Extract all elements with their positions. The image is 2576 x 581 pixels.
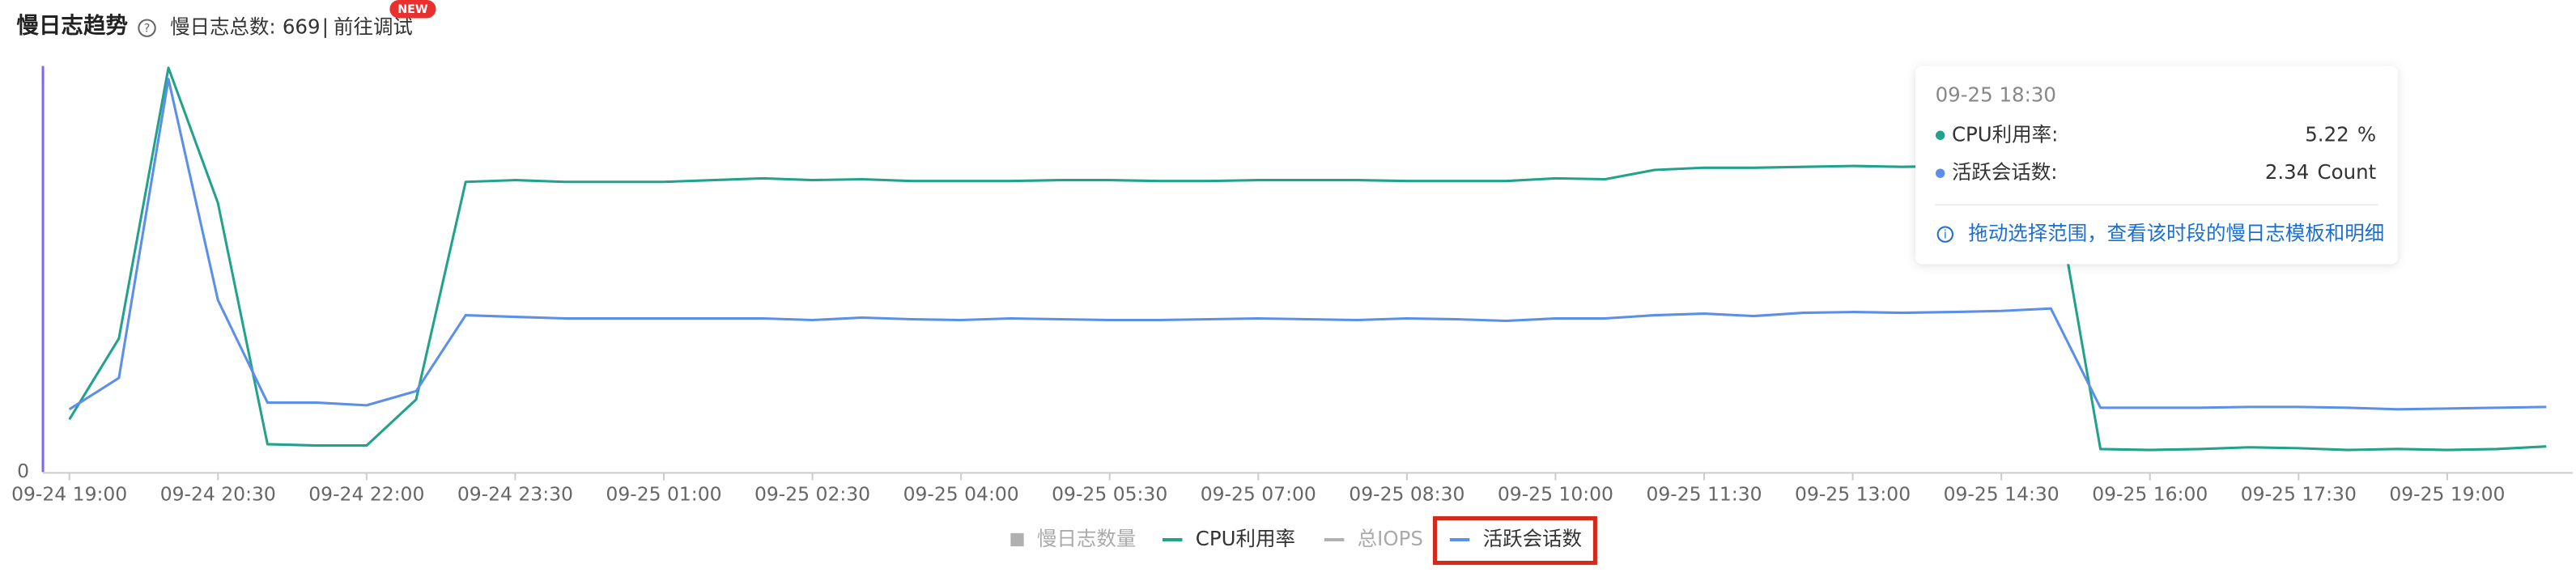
info-icon-glyph: i bbox=[1944, 229, 1947, 242]
plot: 009-24 19:00 09-24 20:30 09-24 22:00 09-24 … bbox=[11, 66, 2547, 505]
x-tick-label: 09-25 01:00 bbox=[606, 482, 721, 505]
tooltip-value: 2.34 Count bbox=[2265, 160, 2377, 184]
x-tick-label: 09-24 19:00 bbox=[11, 482, 127, 505]
new-badge-text: NEW bbox=[397, 3, 428, 16]
legend-label[interactable]: 慢日志数量 bbox=[1037, 527, 1136, 550]
legend-marker bbox=[1010, 532, 1024, 547]
x-tick-label: 09-25 19:00 bbox=[2389, 482, 2505, 505]
tooltip-name: CPU利用率: bbox=[1952, 122, 2058, 146]
x-tick-label: 09-24 23:30 bbox=[457, 482, 573, 505]
series-line bbox=[68, 66, 2547, 452]
series-line bbox=[68, 78, 2547, 411]
total-label: 慢日志总数: bbox=[170, 15, 276, 39]
highlight-box bbox=[1432, 515, 1597, 566]
x-tick-label: 09-25 07:00 bbox=[1201, 482, 1316, 505]
x-tick-label: 09-25 08:30 bbox=[1349, 482, 1464, 505]
total-text: 慢日志总数: 669 bbox=[170, 15, 320, 39]
tooltip-number: 2.34 bbox=[2265, 160, 2309, 184]
tooltip-number: 5.22 bbox=[2305, 122, 2349, 146]
tooltip-unit: % bbox=[2357, 122, 2376, 146]
info-icon bbox=[1936, 226, 1954, 243]
help-icon[interactable] bbox=[138, 19, 156, 37]
tooltip-box bbox=[1915, 66, 2398, 265]
legend-label[interactable]: CPU利用率 bbox=[1196, 527, 1295, 550]
x-tick-label: 09-25 16:00 bbox=[2092, 482, 2208, 505]
legend: 慢日志数量 CPU利用率 总IOPS 活跃会话数 bbox=[1010, 515, 1597, 566]
x-tick-label: 09-25 10:00 bbox=[1498, 482, 1613, 505]
x-tick-label: 09-25 11:30 bbox=[1646, 482, 1762, 505]
new-badge bbox=[389, 0, 436, 19]
x-tick-label: 09-25 05:30 bbox=[1052, 482, 1167, 505]
x-tick-label: 09-25 17:30 bbox=[2241, 482, 2357, 505]
x-tick-label: 09-24 22:00 bbox=[308, 482, 424, 505]
tooltip-value: 5.22% bbox=[2305, 122, 2376, 146]
tooltip-name: 活跃会话数: bbox=[1952, 160, 2058, 184]
y-tick-label: 0 bbox=[17, 460, 29, 482]
x-tick-label: 09-25 04:00 bbox=[903, 482, 1019, 505]
tooltip-unit: Count bbox=[2318, 160, 2377, 184]
tooltip-dot bbox=[1935, 168, 1945, 178]
x-tick-label: 09-25 13:00 bbox=[1795, 482, 1911, 505]
total-value: 669 bbox=[283, 15, 321, 39]
section-title: 慢日志趋势 bbox=[16, 13, 128, 39]
legend-label[interactable]: 活跃会话数 bbox=[1483, 527, 1582, 550]
debug-link[interactable]: 前往调试 bbox=[334, 15, 413, 39]
x-tick-label: 09-24 20:30 bbox=[160, 482, 276, 505]
tooltip-time: 09-25 18:30 bbox=[1936, 83, 2056, 106]
x-tick-label: 09-25 02:30 bbox=[755, 482, 870, 505]
tooltip-dot bbox=[1935, 130, 1945, 140]
tooltip: 09-25 18:30 CPU利用率: 5.22% 活跃会话数: 2.34 Cou… bbox=[1915, 66, 2398, 265]
x-tick-label: 09-25 14:30 bbox=[1944, 482, 2060, 505]
help-icon-glyph: ? bbox=[144, 23, 151, 36]
tooltip-hint[interactable]: 拖动选择范围，查看该时段的慢日志模板和明细 bbox=[1968, 222, 2384, 245]
legend-label[interactable]: 总IOPS bbox=[1358, 527, 1423, 550]
